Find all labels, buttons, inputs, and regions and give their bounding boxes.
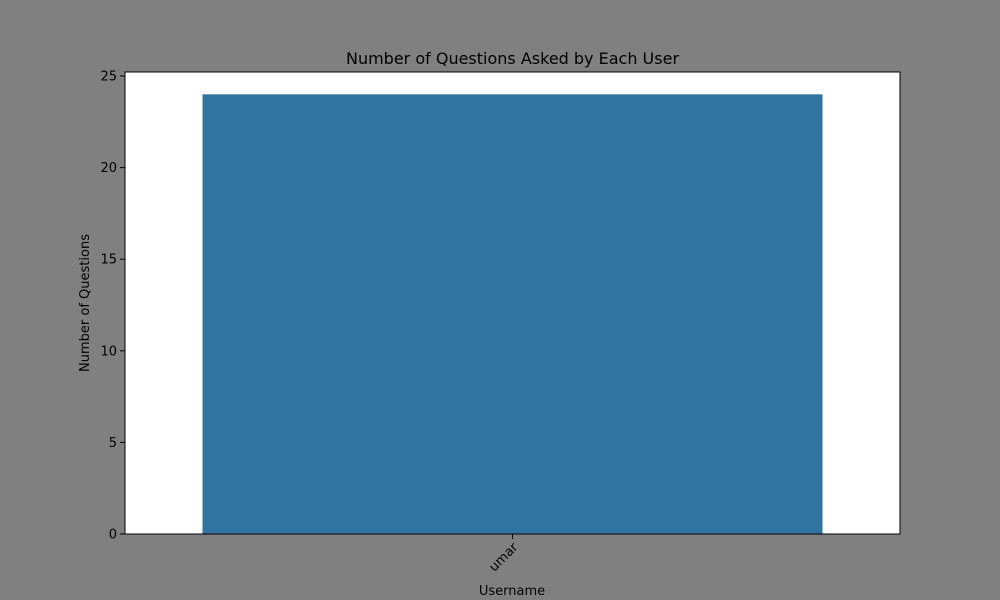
x-axis-label: Username — [479, 584, 545, 599]
y-axis-label: Number of Questions — [78, 234, 93, 372]
y-tick-label: 10 — [100, 344, 117, 359]
y-tick-label: 25 — [100, 70, 117, 85]
plot-frame — [124, 71, 901, 535]
y-axis-ticks: 0 5 10 15 20 25 — [100, 70, 125, 543]
bars-group — [202, 94, 823, 534]
y-tick-label: 0 — [109, 528, 117, 543]
bar-umar — [202, 94, 823, 534]
chart-title: Number of Questions Asked by Each User — [346, 49, 679, 68]
y-tick-label: 20 — [100, 161, 117, 176]
y-tick-label: 5 — [109, 436, 117, 451]
y-tick-label: 15 — [100, 253, 117, 268]
